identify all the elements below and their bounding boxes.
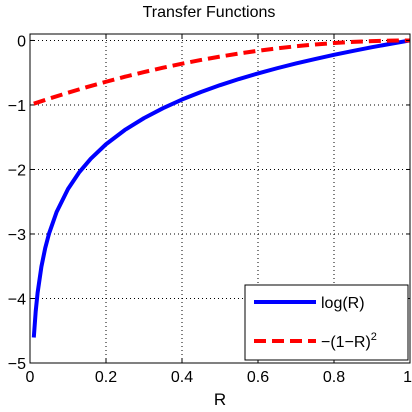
legend-label-quadratic-exponent: 2 — [371, 331, 377, 343]
y-tick-label: −1 — [8, 98, 26, 115]
y-tick-label: −3 — [8, 227, 26, 244]
x-tick-label: 0.4 — [171, 369, 193, 386]
series-line-quadratic — [33, 38, 411, 106]
x-tick-label: 0.8 — [323, 369, 345, 386]
legend: log(R) −(1−R)2 — [244, 284, 409, 361]
x-tick-label: 0.2 — [95, 369, 117, 386]
legend-box — [244, 284, 409, 361]
series-line-log — [31, 38, 411, 338]
legend-label-quadratic-base: −(1−R) — [321, 334, 371, 351]
y-tick-label: 0 — [17, 33, 26, 50]
x-tick-label: 0 — [26, 369, 35, 386]
chart-title: Transfer Functions — [143, 4, 276, 21]
x-axis-label: R — [214, 390, 226, 409]
plot-frame — [29, 33, 411, 364]
y-tick-label: −4 — [8, 291, 26, 308]
x-tick-label: 1 — [403, 369, 412, 386]
x-tick-label: 0.6 — [247, 369, 269, 386]
legend-label-log: log(R) — [321, 295, 365, 312]
legend-label-quadratic: −(1−R)2 — [321, 331, 377, 351]
axis-ticks: 0 0.2 0.4 0.6 0.8 1 0 −1 −2 −3 −4 −5 — [8, 33, 412, 386]
series-group — [31, 38, 411, 338]
y-tick-label: −5 — [8, 356, 26, 373]
y-tick-label: −2 — [8, 162, 26, 179]
